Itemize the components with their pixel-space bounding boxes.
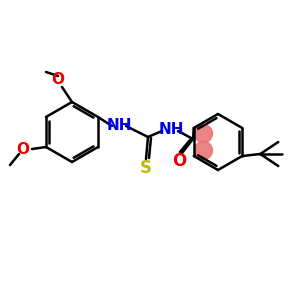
Text: S: S [140,159,152,177]
Text: NH: NH [106,118,132,133]
Text: O: O [16,142,29,157]
Text: O: O [52,73,64,88]
Text: O: O [172,152,186,170]
Circle shape [194,124,212,142]
Circle shape [194,141,212,159]
Text: NH: NH [158,122,184,137]
